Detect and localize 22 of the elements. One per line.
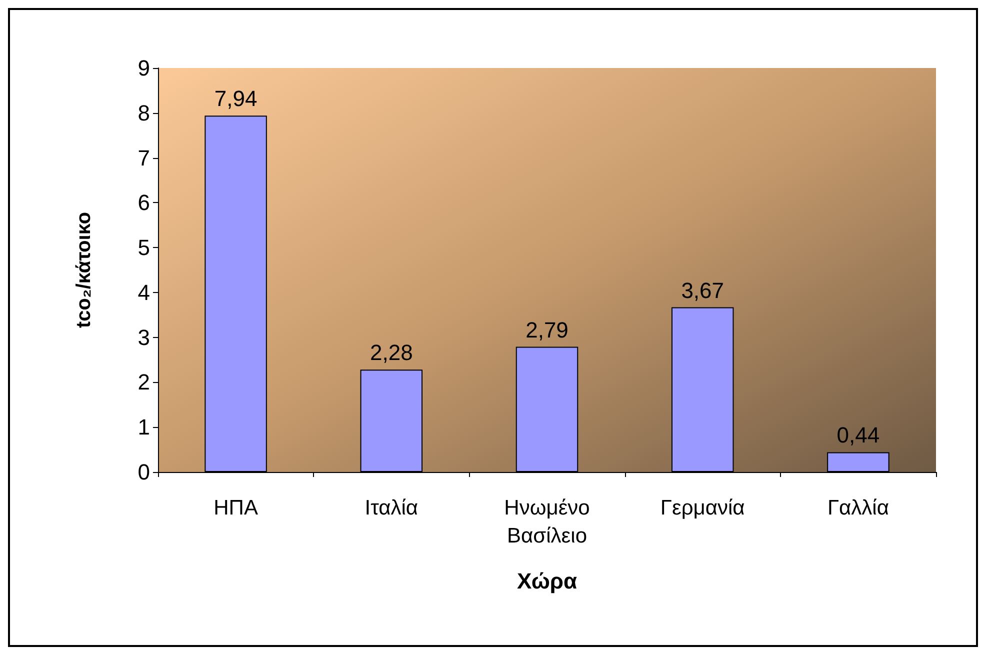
data-label: 2,79 bbox=[526, 317, 568, 342]
x-tick-label: Γαλλία bbox=[827, 496, 889, 520]
x-tick-label: Γερμανία bbox=[660, 496, 745, 520]
x-tick-label: Ιταλία bbox=[364, 496, 418, 520]
y-tick-label: 7 bbox=[138, 145, 150, 170]
data-label: 7,94 bbox=[214, 86, 258, 112]
x-tick-label: ΗΠΑ bbox=[214, 496, 258, 520]
y-tick-label: 3 bbox=[138, 324, 150, 350]
data-label: 3,67 bbox=[681, 278, 724, 303]
y-tick-label: 8 bbox=[138, 100, 150, 126]
data-label: 0,44 bbox=[836, 422, 880, 448]
y-tick-label: 5 bbox=[138, 235, 150, 260]
y-tick-label: 1 bbox=[138, 414, 150, 440]
y-tick-label: 6 bbox=[138, 190, 150, 216]
x-tick-label: Ηνωμένο Βασίλειο bbox=[504, 496, 590, 548]
data-label: 2,28 bbox=[370, 340, 413, 366]
y-tick-label: 9 bbox=[138, 56, 150, 80]
x-axis-title: Χώρα bbox=[516, 568, 578, 594]
y-tick-label: 2 bbox=[138, 370, 150, 395]
y-tick-label: 4 bbox=[138, 280, 150, 305]
y-axis-title: tco₂/κάτοικο bbox=[73, 212, 95, 328]
y-tick-label: 0 bbox=[138, 460, 150, 484]
